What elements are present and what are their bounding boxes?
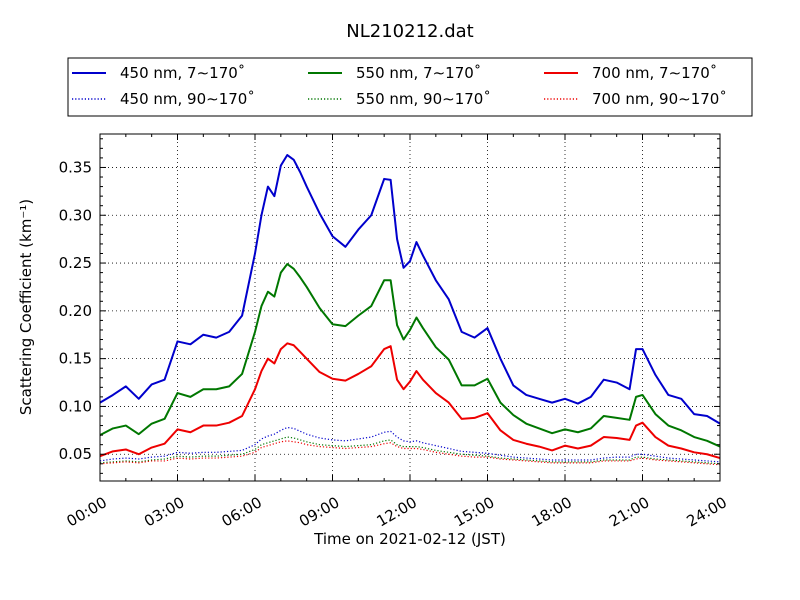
x-tick-label: 12:00 bbox=[374, 493, 420, 530]
chart-title: NL210212.dat bbox=[346, 21, 473, 42]
y-axis-label: Scattering Coefficient (km⁻¹) bbox=[17, 199, 35, 415]
y-tick-label: 0.05 bbox=[59, 445, 92, 463]
x-tick-label: 09:00 bbox=[296, 493, 342, 530]
y-tick-label: 0.15 bbox=[59, 350, 92, 368]
series-line bbox=[99, 263, 721, 448]
x-tick-label: 00:00 bbox=[64, 493, 110, 530]
grid bbox=[100, 134, 720, 481]
x-tick-label: 15:00 bbox=[451, 493, 497, 530]
y-tick-label: 0.25 bbox=[59, 254, 92, 272]
legend-label: 550 nm, 90∼170˚ bbox=[356, 90, 491, 108]
series-line bbox=[99, 436, 721, 465]
y-tick-label: 0.10 bbox=[59, 397, 92, 415]
x-axis-label: Time on 2021-02-12 (JST) bbox=[313, 530, 506, 548]
x-tick-label: 03:00 bbox=[141, 493, 187, 530]
series-line bbox=[99, 154, 721, 425]
legend-label: 550 nm, 7∼170˚ bbox=[356, 64, 481, 82]
series-lines bbox=[99, 154, 721, 466]
y-tick-labels: 0.05 0.10 0.15 0.20 0.25 0.30 0.35 bbox=[59, 158, 92, 463]
x-tick-label: 18:00 bbox=[529, 493, 575, 530]
x-tick-labels: 00:00 03:00 06:00 09:00 12:00 15:00 18:00 21:00… bbox=[64, 493, 730, 530]
plot-frame bbox=[99, 133, 721, 482]
x-tick-label: 24:00 bbox=[684, 493, 730, 530]
legend-box bbox=[67, 57, 753, 117]
legend-label: 450 nm, 90∼170˚ bbox=[120, 90, 255, 108]
x-tick-label: 06:00 bbox=[219, 493, 265, 530]
plot-background bbox=[100, 134, 720, 481]
plot-area bbox=[99, 133, 721, 482]
series-line bbox=[99, 342, 721, 460]
legend-label: 700 nm, 7∼170˚ bbox=[592, 64, 717, 82]
y-tick-label: 0.30 bbox=[59, 206, 92, 224]
y-tick-label: 0.20 bbox=[59, 302, 92, 320]
legend-label: 700 nm, 90∼170˚ bbox=[592, 90, 727, 108]
x-tick-label: 21:00 bbox=[606, 493, 652, 530]
y-tick-label: 0.35 bbox=[59, 158, 92, 176]
legend-label: 450 nm, 7∼170˚ bbox=[120, 64, 245, 82]
legend: 450 nm, 7∼170˚ 550 nm, 7∼170˚ 700 nm, 7∼17… bbox=[67, 57, 753, 117]
